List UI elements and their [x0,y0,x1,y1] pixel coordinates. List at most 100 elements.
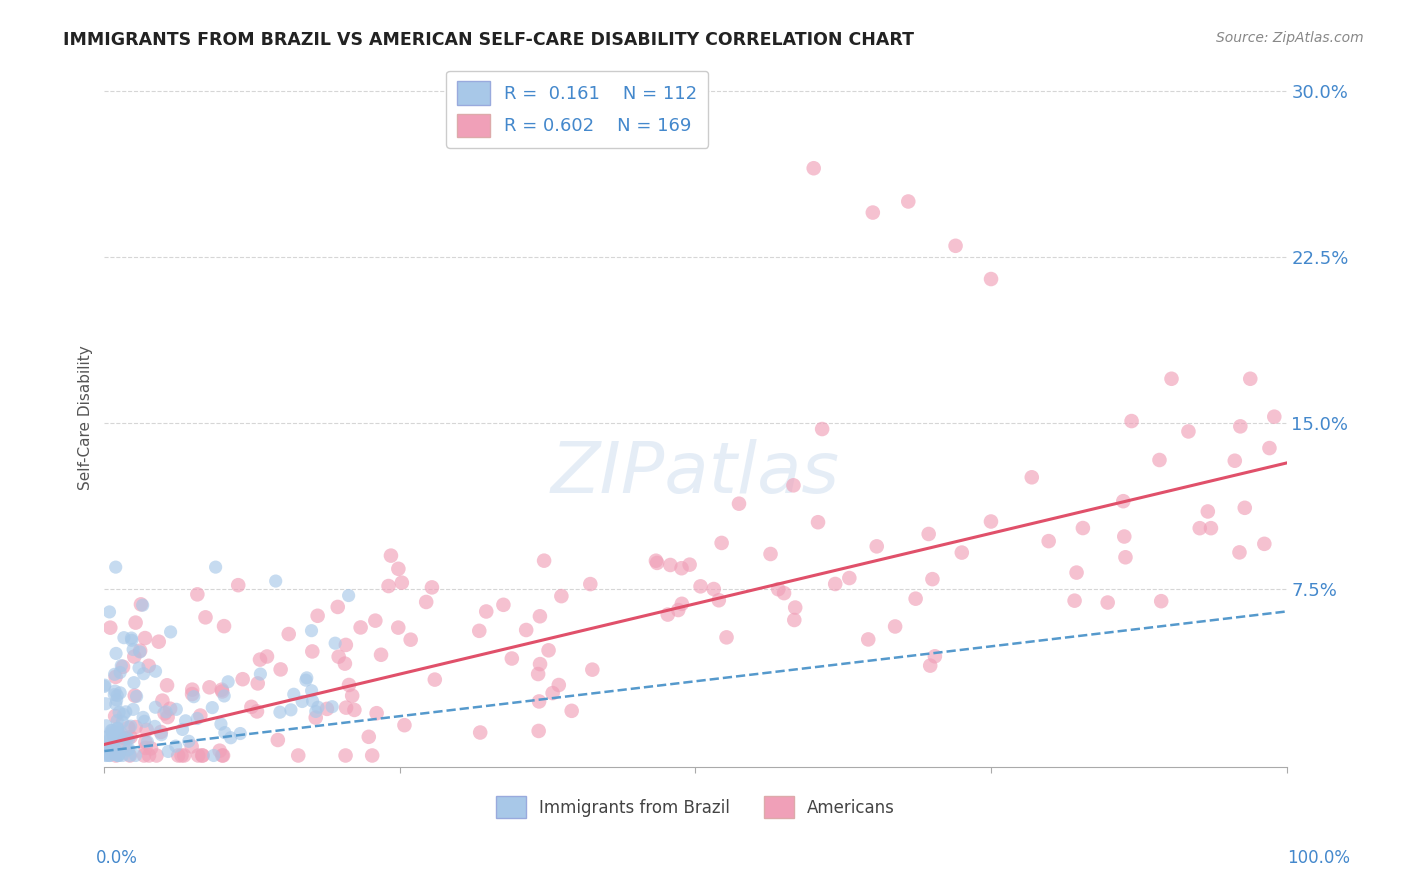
Point [104,684,127,698]
Point [159,702,181,716]
Point [579,577,602,591]
Point [1112,494,1135,508]
Point [527,694,550,708]
Point [1197,504,1219,518]
Point [108,735,131,749]
Point [159,624,181,639]
Point [153,706,176,721]
Point [98,621,121,635]
Point [333,657,356,671]
Point [267,733,290,747]
Point [678,558,700,572]
Point [501,651,523,665]
Point [180,739,202,754]
Point [98,605,121,619]
Point [707,593,730,607]
Point [114,731,136,746]
Point [172,723,194,737]
Point [139,741,162,756]
Point [128,661,150,675]
Point [316,702,339,716]
Point [1097,595,1119,609]
Point [202,748,225,763]
Point [380,549,402,563]
Point [249,667,271,681]
Point [918,527,941,541]
Point [1177,425,1199,439]
Point [807,515,830,529]
Point [1071,521,1094,535]
Point [191,748,214,763]
Point [104,560,127,574]
Point [132,710,155,724]
Point [1229,545,1251,559]
Point [370,648,392,662]
Point [824,577,846,591]
Point [1223,454,1246,468]
Point [174,714,197,728]
Point [96,730,118,744]
Point [301,694,323,708]
Point [117,743,139,757]
Point [328,649,350,664]
Point [1233,500,1256,515]
Point [214,725,236,739]
Point [134,740,156,755]
Point [131,598,153,612]
Point [1239,372,1261,386]
Point [97,744,120,758]
Point [335,700,357,714]
Point [94,731,117,745]
Point [305,705,328,719]
Point [94,719,117,733]
Point [301,644,323,658]
Point [103,741,125,756]
Point [561,704,583,718]
Point [96,740,118,755]
Point [217,674,239,689]
Point [100,741,122,756]
Point [291,694,314,708]
Point [785,600,807,615]
Text: ZIPatlas: ZIPatlas [551,439,839,508]
Point [295,673,318,688]
Point [1258,441,1281,455]
Point [103,741,125,756]
Point [361,748,384,763]
Point [1114,550,1136,565]
Point [125,690,148,704]
Point [201,700,224,714]
Point [93,680,115,694]
Point [866,540,889,554]
Point [307,700,329,714]
Point [1199,521,1222,535]
Point [145,748,167,763]
Point [547,678,569,692]
Point [394,718,416,732]
Point [118,742,141,756]
Point [181,682,204,697]
Point [145,665,167,679]
Point [94,678,117,692]
Point [94,697,117,711]
Point [138,658,160,673]
Point [581,663,603,677]
Point [689,579,711,593]
Point [728,497,751,511]
Point [191,748,214,763]
Point [645,554,668,568]
Text: 0.0%: 0.0% [96,849,138,867]
Point [104,670,127,684]
Point [246,676,269,690]
Point [149,725,172,739]
Point [103,667,125,681]
Point [387,562,409,576]
Point [124,720,146,734]
Point [211,682,233,697]
Point [475,605,498,619]
Point [167,748,190,763]
Point [529,609,551,624]
Point [256,649,278,664]
Point [108,747,131,761]
Point [134,735,156,749]
